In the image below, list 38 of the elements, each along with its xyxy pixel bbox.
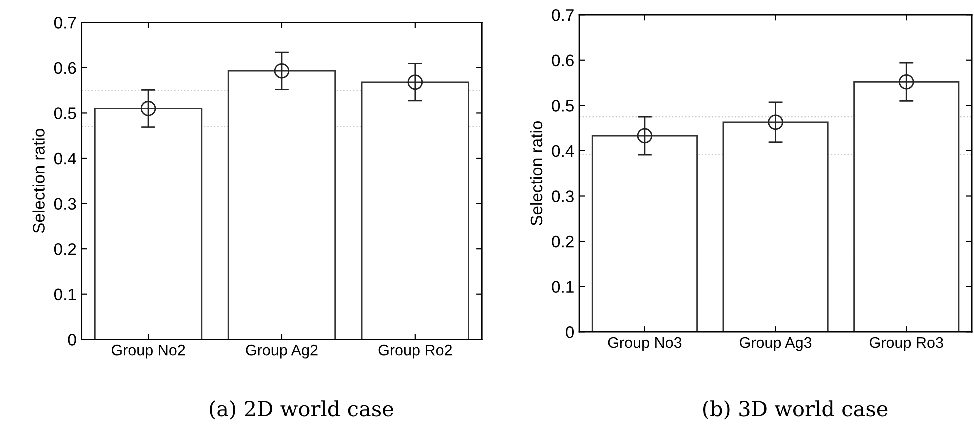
y-tick-label: 0.1 bbox=[54, 288, 76, 301]
y-tick-label: 0.7 bbox=[54, 17, 76, 29]
bar bbox=[854, 81, 960, 332]
bar bbox=[94, 108, 203, 340]
point bbox=[768, 114, 784, 130]
y-tick-label: 0.3 bbox=[552, 190, 574, 202]
y-tick-label: 0.2 bbox=[54, 243, 76, 256]
bar bbox=[228, 70, 336, 340]
y-tick-label: 0.2 bbox=[552, 236, 574, 248]
x-tick-label: Group Ag3 bbox=[740, 337, 812, 352]
y-tick-label: 0.6 bbox=[54, 62, 76, 74]
y-tick-label: 0.5 bbox=[54, 108, 76, 120]
y-tick-label: 0.1 bbox=[552, 281, 574, 294]
bar bbox=[361, 82, 470, 340]
x-tick-label: Group No2 bbox=[112, 344, 186, 359]
y-axis-title: Selection ratio bbox=[32, 129, 45, 234]
point bbox=[274, 63, 290, 79]
x-tick-label: Group Ro2 bbox=[378, 344, 452, 359]
y-tick-label: 0 bbox=[68, 334, 76, 346]
y-tick-label: 0.6 bbox=[552, 54, 574, 67]
bar bbox=[722, 122, 829, 332]
bar bbox=[592, 135, 698, 332]
x-tick-label: Group Ag2 bbox=[246, 344, 318, 359]
x-tick-label: Group No3 bbox=[608, 337, 682, 352]
point bbox=[140, 101, 156, 116]
y-tick-label: 0 bbox=[566, 326, 574, 338]
point bbox=[898, 74, 914, 90]
y-axis-title: Selection ratio bbox=[530, 121, 543, 226]
y-tick-label: 0.7 bbox=[552, 9, 574, 22]
y-tick-label: 0.3 bbox=[54, 198, 76, 210]
y-tick-label: 0.4 bbox=[54, 152, 76, 165]
point bbox=[408, 74, 424, 90]
y-tick-label: 0.4 bbox=[552, 145, 574, 158]
text: (a) 2D world case bbox=[210, 400, 394, 420]
point bbox=[637, 128, 653, 144]
y-tick-label: 0.5 bbox=[552, 100, 574, 112]
x-tick-label: Group Ro3 bbox=[870, 337, 944, 352]
text: (b) 3D world case bbox=[703, 400, 888, 420]
